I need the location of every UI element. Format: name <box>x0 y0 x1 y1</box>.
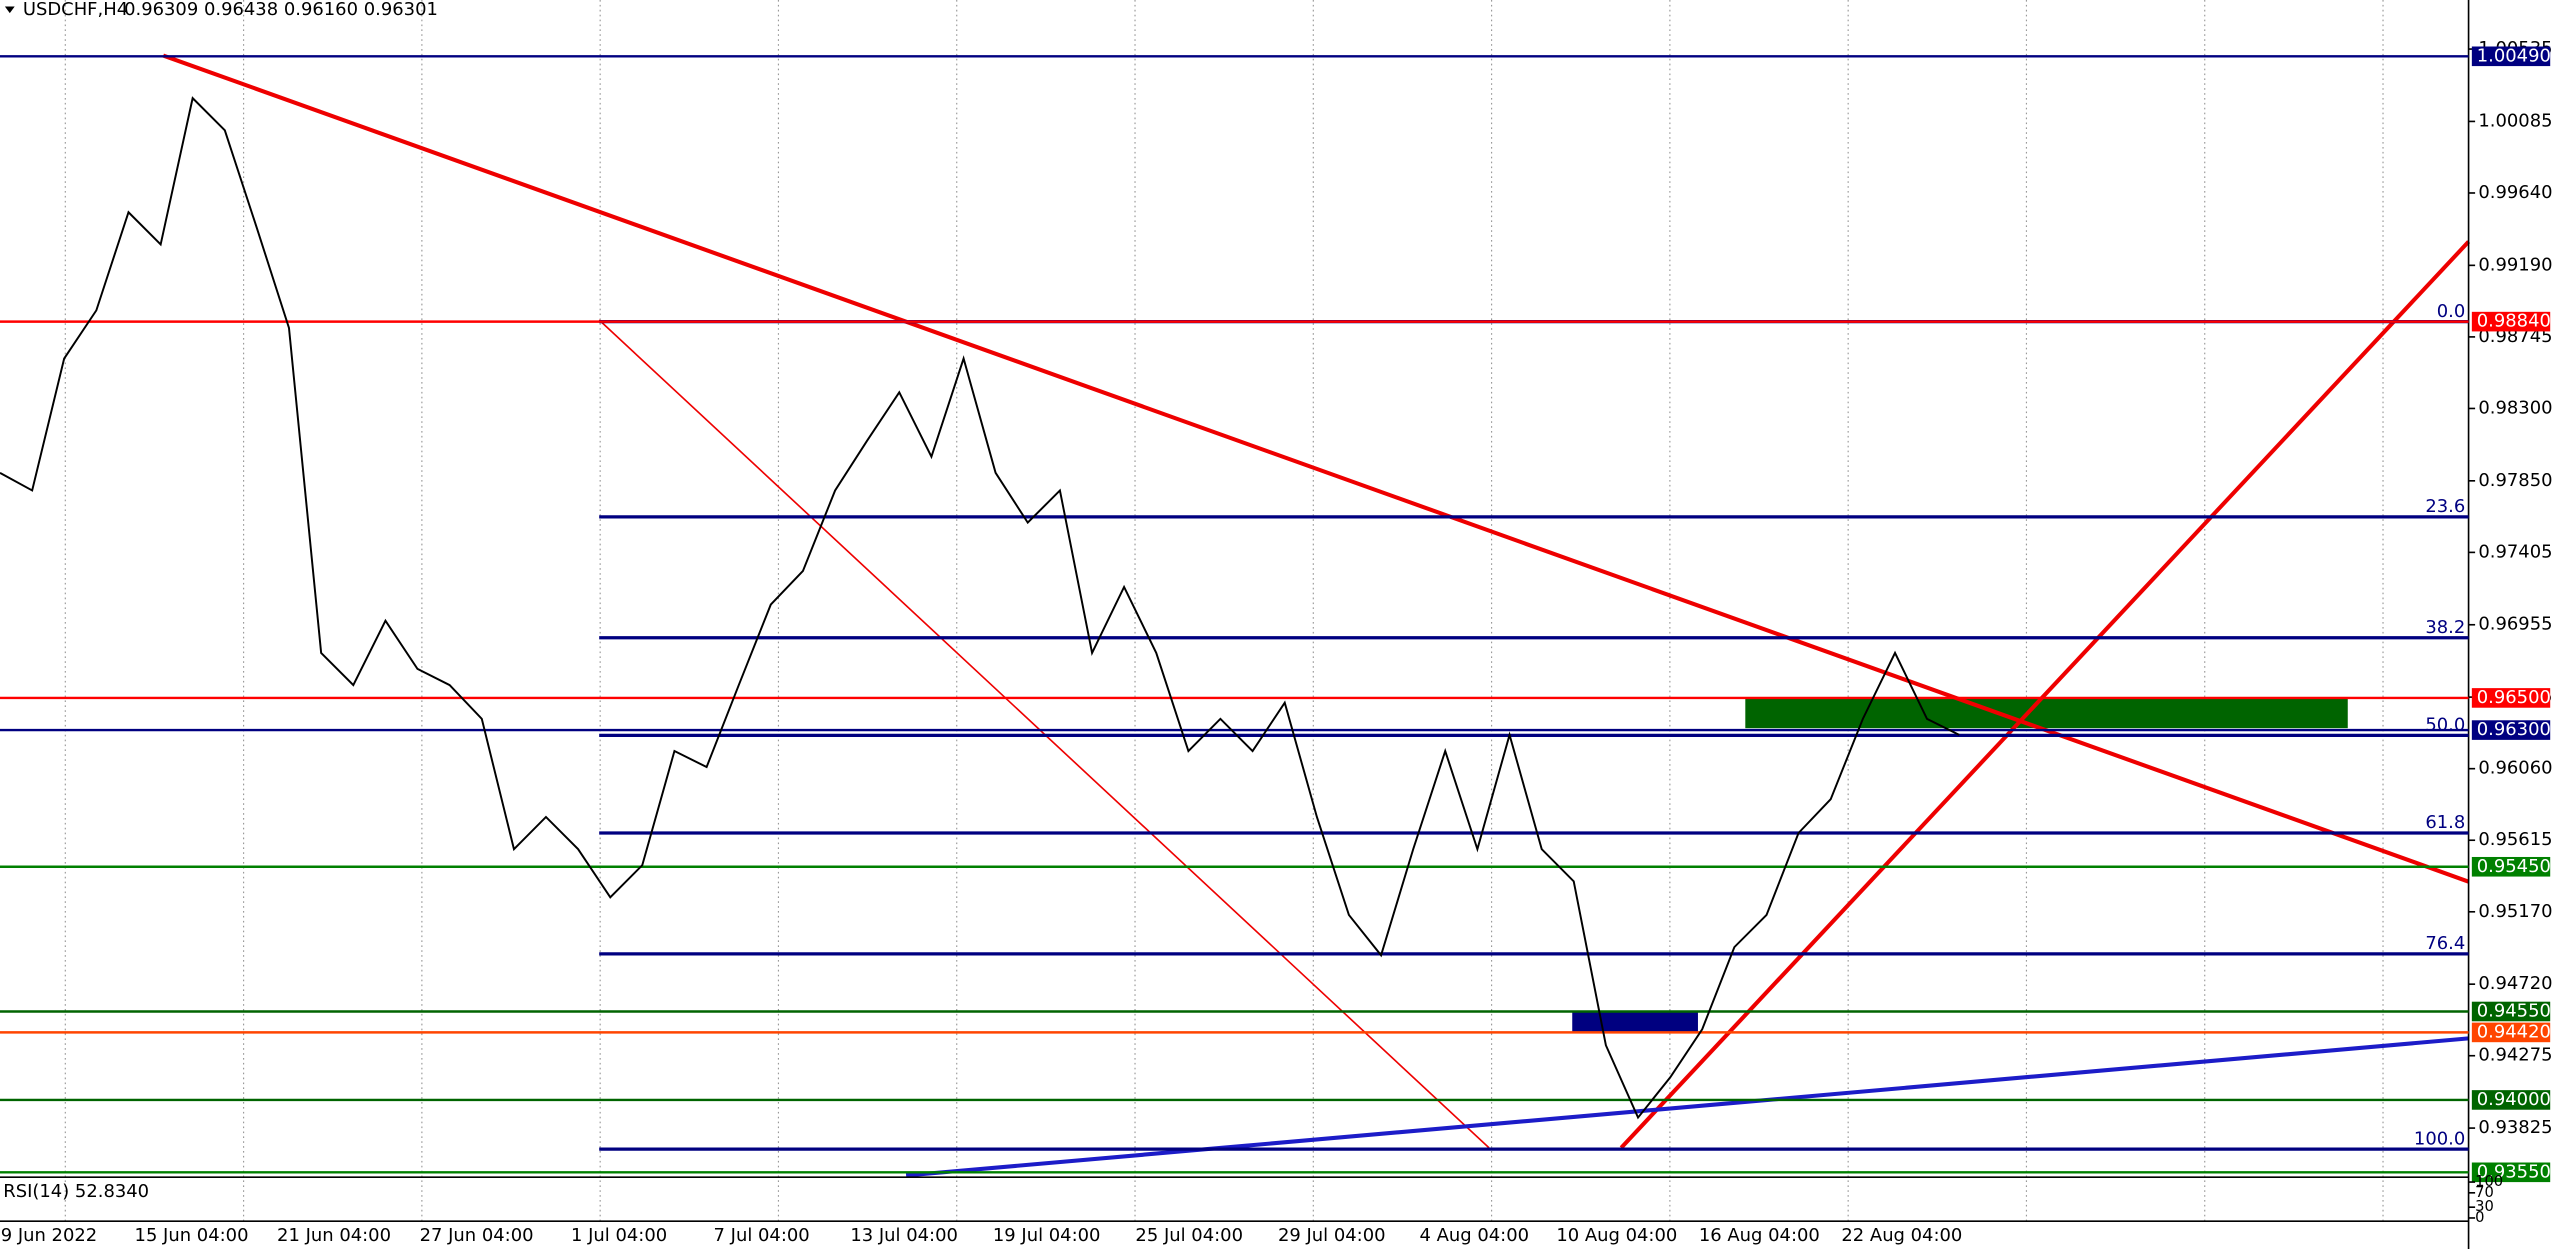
y-tick-label: 0.98300 <box>2478 397 2552 418</box>
price-box <box>2471 856 2551 877</box>
price-box-label: 0.94000 <box>2477 1089 2551 1110</box>
y-tick-label: 1.00085 <box>2478 110 2552 131</box>
x-tick-label: 7 Jul 04:00 <box>714 1225 810 1246</box>
y-tick-label: 0.95170 <box>2478 901 2552 922</box>
y-tick-label: 0.96955 <box>2478 614 2552 635</box>
y-tick-label: 0.94275 <box>2478 1045 2552 1066</box>
price-box-label: 0.94550 <box>2477 1000 2551 1021</box>
rsi-tick-label: 0 <box>2475 1209 2484 1226</box>
price-box <box>2471 1162 2551 1183</box>
fib-label: 38.2 <box>2425 617 2465 638</box>
x-tick-label: 29 Jul 04:00 <box>1278 1225 1386 1246</box>
trendline <box>162 53 2470 884</box>
x-tick-label: 10 Aug 04:00 <box>1556 1225 1677 1246</box>
price-line <box>0 96 1960 1120</box>
x-tick-label: 4 Aug 04:00 <box>1420 1225 1530 1246</box>
price-box <box>2471 1001 2551 1022</box>
x-tick-label: 9 Jun 2022 <box>1 1225 98 1246</box>
fib-label: 76.4 <box>2425 933 2465 954</box>
x-tick-label: 21 Jun 04:00 <box>277 1225 391 1246</box>
x-tick-label: 15 Jun 04:00 <box>135 1225 249 1246</box>
price-box-label: 0.98840 <box>2477 311 2551 332</box>
rsi-label: RSI(14) 52.8340 <box>3 1181 149 1202</box>
price-box-label: 0.95450 <box>2477 856 2551 877</box>
price-box-label: 0.96300 <box>2477 719 2551 740</box>
y-tick-label: 0.96060 <box>2478 758 2552 779</box>
x-tick-label: 16 Aug 04:00 <box>1699 1225 1820 1246</box>
fib-label: 0.0 <box>2437 301 2466 322</box>
price-box-label: 0.94420 <box>2477 1021 2551 1042</box>
price-box <box>2471 46 2551 67</box>
price-box-label: 1.00490 <box>2477 45 2551 66</box>
x-tick-label: 22 Aug 04:00 <box>1841 1225 1962 1246</box>
y-tick-label: 0.97850 <box>2478 470 2552 491</box>
y-tick-label: 0.95615 <box>2478 829 2552 850</box>
trendline <box>1619 240 2471 1150</box>
price-box-label: 0.96500 <box>2477 687 2551 708</box>
zone <box>1745 697 2348 729</box>
x-tick-label: 13 Jul 04:00 <box>850 1225 958 1246</box>
quote: 0.96309 0.96438 0.96160 0.96301 <box>124 0 438 20</box>
rsi-tick-label: 30 <box>2475 1198 2494 1215</box>
fib-label: 23.6 <box>2425 496 2465 517</box>
price-box <box>2471 1090 2551 1110</box>
fib-label: 50.0 <box>2425 715 2465 736</box>
rsi-tick-label: 100 <box>2475 1173 2503 1190</box>
rsi-tick-label: 70 <box>2475 1184 2494 1201</box>
y-tick-label: 0.99190 <box>2478 254 2552 275</box>
price-box <box>2471 1022 2551 1043</box>
x-tick-label: 25 Jul 04:00 <box>1135 1225 1243 1246</box>
x-tick-label: 19 Jul 04:00 <box>993 1225 1101 1246</box>
menu-arrow[interactable] <box>4 6 15 14</box>
fib-label: 61.8 <box>2425 812 2465 833</box>
y-tick-label: 0.94720 <box>2478 973 2552 994</box>
y-tick-label: 0.93825 <box>2478 1117 2552 1138</box>
fib-label: 100.0 <box>2414 1128 2465 1149</box>
price-box <box>2471 311 2551 332</box>
x-tick-label: 27 Jun 04:00 <box>420 1225 534 1246</box>
symbol: USDCHF,H4 <box>23 0 128 20</box>
price-box <box>2471 688 2551 708</box>
price-box <box>2471 720 2551 740</box>
zone <box>1572 1012 1698 1032</box>
y-tick-label: 0.99640 <box>2478 182 2552 203</box>
y-tick-label: 0.97405 <box>2478 541 2552 562</box>
trendline <box>905 1036 2469 1178</box>
price-box-label: 0.93550 <box>2477 1161 2551 1182</box>
x-tick-label: 1 Jul 04:00 <box>571 1225 667 1246</box>
